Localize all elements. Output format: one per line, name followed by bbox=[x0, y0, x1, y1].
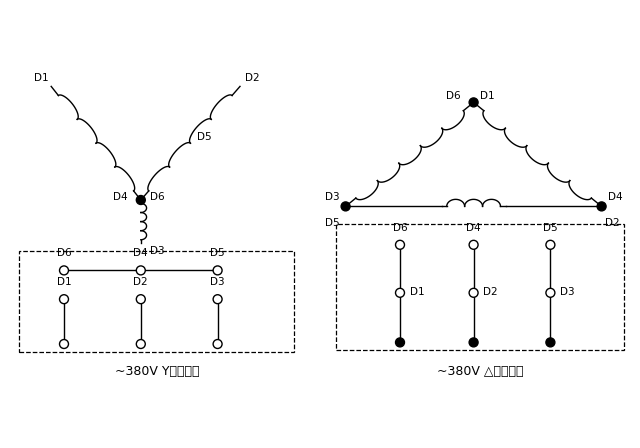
Text: D2: D2 bbox=[483, 287, 498, 297]
Circle shape bbox=[60, 266, 68, 275]
Text: D2: D2 bbox=[246, 73, 260, 83]
Text: D5: D5 bbox=[543, 223, 557, 233]
Circle shape bbox=[213, 266, 222, 275]
Bar bbox=[19, 251, 294, 352]
Text: D2: D2 bbox=[134, 277, 148, 287]
Text: D3: D3 bbox=[211, 277, 225, 287]
Text: ~380V △形接线法: ~380V △形接线法 bbox=[436, 365, 524, 378]
Text: D2: D2 bbox=[605, 218, 620, 228]
Circle shape bbox=[136, 340, 145, 349]
Text: D4: D4 bbox=[134, 248, 148, 258]
Text: D6: D6 bbox=[57, 248, 71, 258]
Circle shape bbox=[396, 240, 404, 249]
Text: D5: D5 bbox=[197, 133, 211, 142]
Text: D6: D6 bbox=[393, 223, 407, 233]
Circle shape bbox=[469, 240, 478, 249]
Text: D6: D6 bbox=[150, 193, 165, 202]
Circle shape bbox=[597, 202, 606, 211]
Text: D4: D4 bbox=[113, 193, 128, 202]
Circle shape bbox=[396, 289, 404, 297]
Text: D4: D4 bbox=[467, 223, 481, 233]
Text: D4: D4 bbox=[608, 192, 623, 202]
Text: D5: D5 bbox=[324, 218, 339, 228]
Circle shape bbox=[341, 202, 350, 211]
Text: D3: D3 bbox=[324, 192, 339, 202]
Text: D3: D3 bbox=[150, 246, 165, 256]
Circle shape bbox=[136, 295, 145, 304]
Text: D6: D6 bbox=[446, 91, 461, 101]
Circle shape bbox=[546, 289, 555, 297]
Circle shape bbox=[60, 295, 68, 304]
Circle shape bbox=[396, 338, 404, 347]
Circle shape bbox=[546, 338, 555, 347]
Text: D1: D1 bbox=[35, 73, 49, 83]
Text: D3: D3 bbox=[560, 287, 575, 297]
Bar bbox=[336, 224, 624, 350]
Text: D1: D1 bbox=[57, 277, 71, 287]
Circle shape bbox=[469, 98, 478, 107]
Circle shape bbox=[136, 195, 145, 204]
Circle shape bbox=[60, 340, 68, 349]
Circle shape bbox=[213, 295, 222, 304]
Text: ~380V Y形接线法: ~380V Y形接线法 bbox=[115, 365, 199, 378]
Text: D5: D5 bbox=[211, 248, 225, 258]
Circle shape bbox=[136, 266, 145, 275]
Text: D1: D1 bbox=[480, 91, 495, 101]
Text: D1: D1 bbox=[410, 287, 424, 297]
Circle shape bbox=[469, 289, 478, 297]
Circle shape bbox=[546, 240, 555, 249]
Circle shape bbox=[469, 338, 478, 347]
Circle shape bbox=[213, 340, 222, 349]
